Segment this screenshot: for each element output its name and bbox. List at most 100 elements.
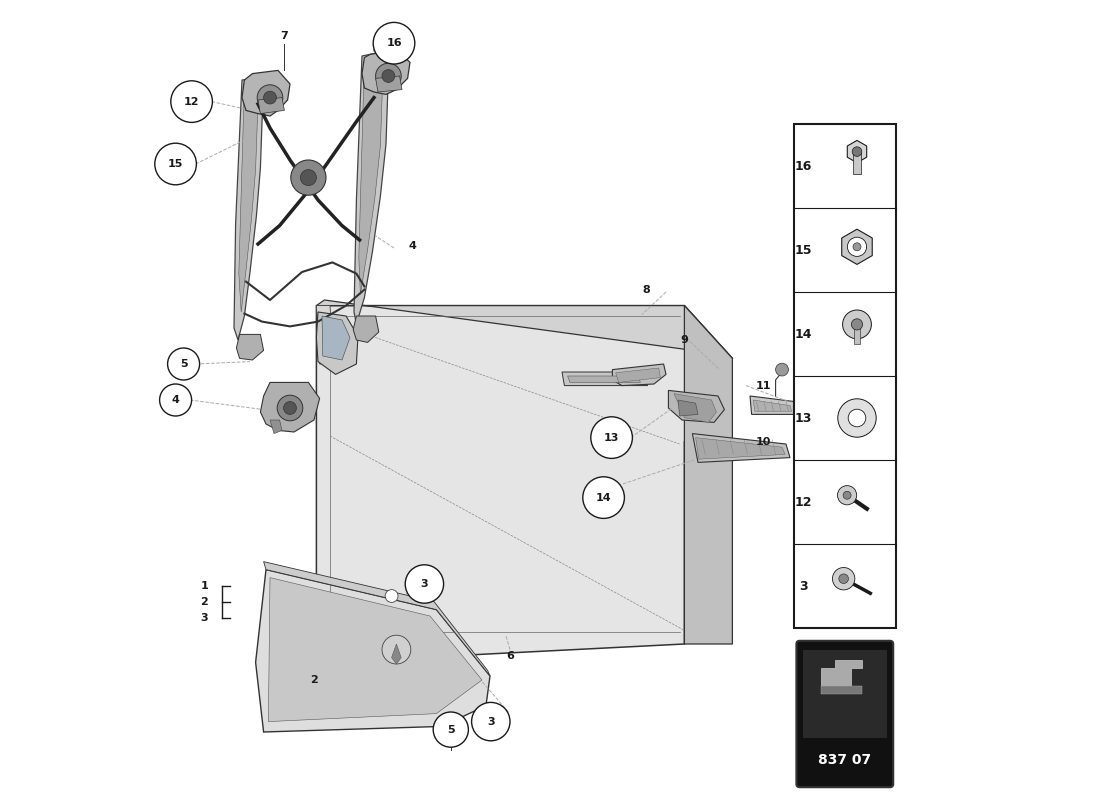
Polygon shape	[613, 364, 666, 386]
Polygon shape	[239, 82, 258, 312]
Polygon shape	[317, 300, 733, 358]
Polygon shape	[695, 438, 785, 459]
Text: 6: 6	[506, 651, 514, 661]
Circle shape	[284, 402, 296, 414]
Text: 13: 13	[604, 433, 619, 442]
Polygon shape	[562, 372, 648, 386]
Circle shape	[375, 63, 402, 89]
Circle shape	[405, 565, 443, 603]
Circle shape	[373, 22, 415, 64]
Text: 4: 4	[408, 241, 416, 250]
Circle shape	[851, 318, 862, 330]
Text: 11: 11	[756, 381, 771, 390]
Polygon shape	[684, 306, 733, 644]
FancyBboxPatch shape	[796, 641, 893, 787]
Text: 8: 8	[642, 285, 650, 294]
Circle shape	[852, 147, 861, 157]
Circle shape	[843, 310, 871, 338]
Polygon shape	[674, 394, 716, 422]
Polygon shape	[362, 50, 410, 94]
Polygon shape	[821, 686, 862, 694]
Circle shape	[847, 237, 867, 256]
Polygon shape	[255, 570, 490, 732]
Circle shape	[848, 409, 866, 427]
Circle shape	[852, 242, 861, 250]
Circle shape	[839, 574, 848, 583]
Polygon shape	[568, 376, 640, 382]
Circle shape	[385, 590, 398, 602]
Polygon shape	[375, 76, 402, 92]
Circle shape	[838, 399, 877, 437]
Circle shape	[300, 170, 317, 186]
Circle shape	[583, 477, 625, 518]
Polygon shape	[317, 306, 334, 364]
Circle shape	[382, 635, 410, 664]
Circle shape	[472, 702, 510, 741]
Text: 837 07: 837 07	[818, 753, 871, 767]
Circle shape	[837, 486, 857, 505]
Text: 3: 3	[420, 579, 428, 589]
Text: 13: 13	[795, 411, 812, 425]
Text: 1: 1	[200, 581, 208, 590]
Polygon shape	[616, 368, 660, 382]
Polygon shape	[242, 70, 290, 116]
Text: 16: 16	[795, 159, 812, 173]
Text: 3: 3	[200, 613, 208, 622]
Polygon shape	[234, 78, 263, 340]
Bar	[852, 152, 861, 174]
Circle shape	[591, 417, 632, 458]
Polygon shape	[258, 98, 285, 114]
FancyBboxPatch shape	[794, 124, 895, 628]
Polygon shape	[264, 562, 490, 676]
Bar	[854, 326, 860, 344]
Circle shape	[264, 91, 276, 104]
Circle shape	[290, 160, 326, 195]
Polygon shape	[392, 644, 402, 664]
Circle shape	[776, 363, 789, 376]
Polygon shape	[669, 390, 725, 422]
Text: 4: 4	[172, 395, 179, 405]
Polygon shape	[322, 316, 350, 360]
Polygon shape	[268, 578, 482, 722]
Text: 2: 2	[310, 675, 318, 685]
Polygon shape	[317, 306, 733, 660]
Polygon shape	[353, 316, 378, 342]
Circle shape	[257, 85, 283, 110]
Circle shape	[155, 143, 197, 185]
Circle shape	[167, 348, 199, 380]
Circle shape	[433, 712, 469, 747]
Text: 14: 14	[596, 493, 612, 502]
Polygon shape	[359, 56, 383, 294]
Text: 3: 3	[487, 717, 495, 726]
Text: 12: 12	[184, 97, 199, 106]
Text: 3: 3	[800, 579, 807, 593]
Text: 10: 10	[756, 437, 771, 446]
Text: 16: 16	[386, 38, 402, 48]
Polygon shape	[354, 52, 388, 324]
Polygon shape	[270, 420, 282, 434]
FancyBboxPatch shape	[803, 650, 887, 738]
Circle shape	[277, 395, 302, 421]
Polygon shape	[692, 434, 790, 462]
Polygon shape	[750, 396, 796, 414]
Text: 5: 5	[447, 725, 454, 734]
Circle shape	[833, 567, 855, 590]
Text: 2: 2	[200, 597, 208, 606]
Circle shape	[382, 70, 395, 82]
Circle shape	[160, 384, 191, 416]
Text: 12: 12	[795, 495, 812, 509]
Circle shape	[843, 491, 851, 499]
Text: 7: 7	[280, 31, 288, 41]
Circle shape	[170, 81, 212, 122]
Polygon shape	[317, 312, 358, 374]
Polygon shape	[261, 382, 320, 432]
Polygon shape	[678, 400, 698, 416]
Text: 9: 9	[681, 335, 689, 345]
Polygon shape	[821, 660, 862, 686]
Text: 15: 15	[795, 243, 812, 257]
Text: 5: 5	[179, 359, 187, 369]
Polygon shape	[236, 334, 264, 360]
Text: 15: 15	[168, 159, 184, 169]
Polygon shape	[754, 400, 792, 411]
Text: 14: 14	[795, 327, 812, 341]
